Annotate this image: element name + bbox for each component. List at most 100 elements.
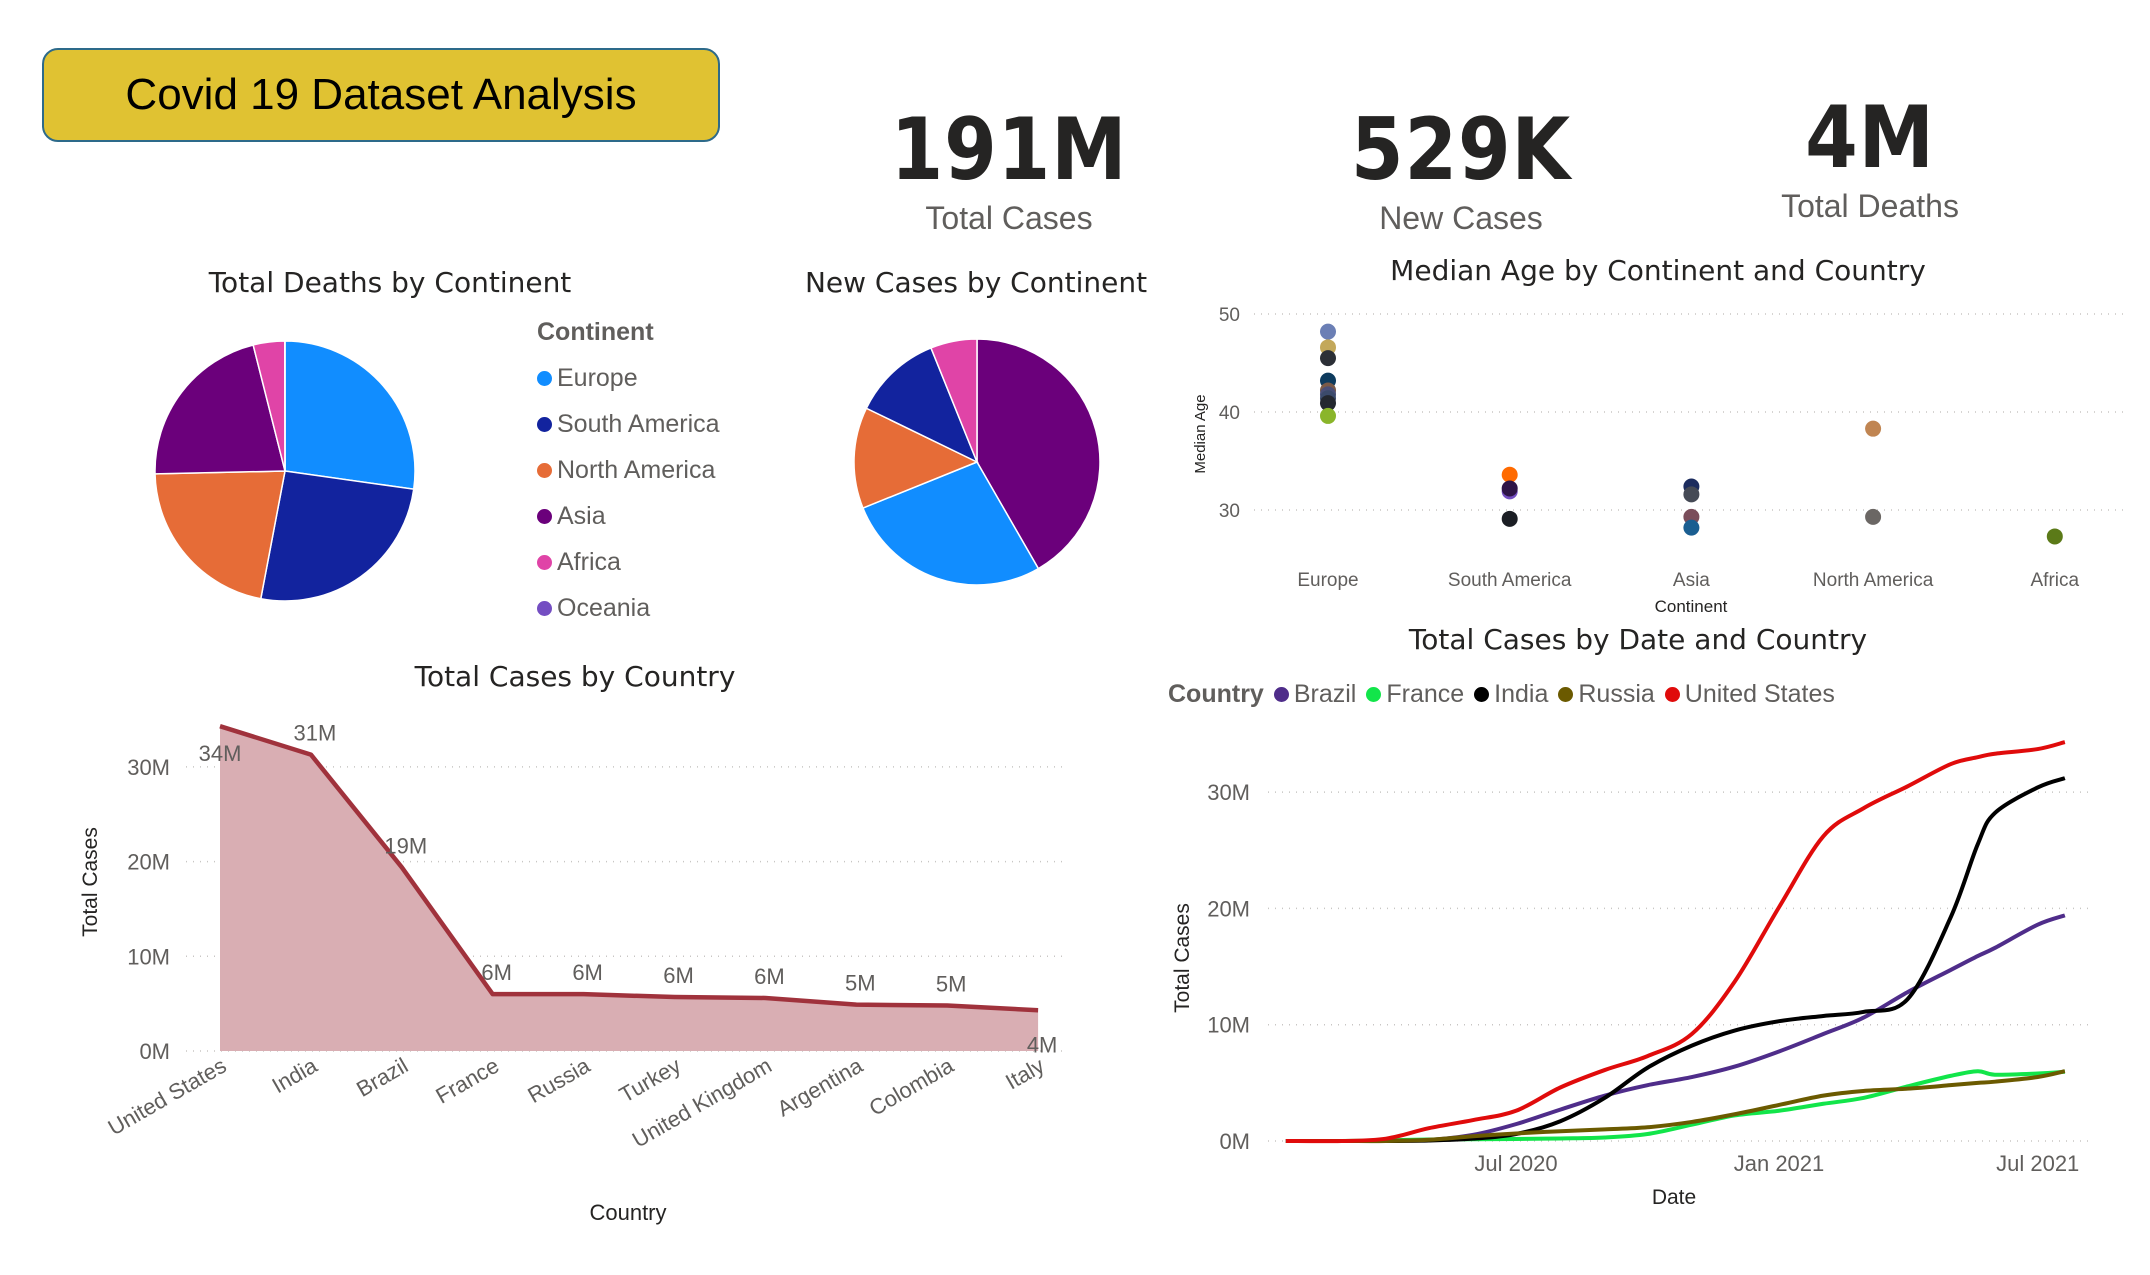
kpi-label: Total Cases (925, 200, 1093, 236)
y-tick-label: 10M (127, 944, 170, 969)
legend-dot-icon (1664, 687, 1680, 702)
kpi-value: 191M (890, 100, 1128, 200)
data-label: 31M (294, 721, 337, 746)
scatter-point (2046, 528, 2063, 545)
pie-slice-north-america (853, 407, 979, 509)
legend-item-oceania[interactable]: Oceania (537, 585, 720, 631)
y-tick-label: 50 (1219, 305, 1240, 326)
country-legend: Country Brazil France India Russia United St… (1168, 680, 1835, 709)
data-label: 19M (384, 833, 427, 858)
y-tick-label: 10M (1207, 1013, 1250, 1038)
data-label: 5M (845, 971, 876, 996)
x-tick-label: India (268, 1052, 322, 1098)
x-axis-title: Date (1652, 1186, 1696, 1209)
cases-by-date-line: 0M 10M 20M 30M Jul 2020 Jan 2021 Jul 2021 Date T… (1171, 740, 2088, 1209)
legend-dot-icon (1558, 687, 1574, 702)
scatter-point (1501, 480, 1518, 497)
scatter-point (1865, 508, 1882, 525)
pie-slice-north-america (154, 470, 286, 600)
series-line-united-states (1285, 740, 2066, 1144)
y-axis-title: Total Cases (1171, 903, 1194, 1013)
newcases-pie-title: New Cases by Continent (804, 266, 1148, 299)
legend-item-united-states[interactable]: United States (1664, 680, 1835, 709)
x-tick-label: Italy (1001, 1053, 1048, 1095)
legend-item-north-america[interactable]: North America (537, 447, 720, 493)
pie-slice-asia (154, 344, 286, 475)
data-label: 34M (199, 741, 242, 766)
y-tick-label: 0M (1219, 1129, 1250, 1154)
x-tick-label: Turkey (615, 1053, 685, 1108)
deaths-pie (154, 340, 416, 602)
series-line-brazil (1285, 913, 2066, 1144)
x-axis-title: Continent (1655, 597, 1728, 616)
x-tick-label: Africa (2031, 570, 2080, 591)
x-tick-label: Russia (523, 1052, 594, 1108)
legend-dot-icon (537, 370, 552, 386)
legend-label: Europe (557, 363, 638, 392)
y-tick-label: 30 (1219, 501, 1240, 522)
legend-dot-icon (537, 554, 552, 570)
legend-item-india[interactable]: India (1474, 680, 1548, 709)
legend-dot-icon (1474, 687, 1490, 702)
x-tick-label: France (431, 1053, 503, 1109)
x-tick-label: Argentina (773, 1052, 868, 1121)
data-label: 5M (936, 972, 967, 997)
median-age-title: Median Age by Continent and Country (1390, 254, 1926, 287)
kpi-value: 4M (1805, 88, 1935, 188)
y-tick-label: 20M (1207, 896, 1250, 921)
legend-dot-icon (1366, 687, 1382, 702)
cases-by-country-title: Total Cases by Country (414, 660, 736, 693)
legend-item-russia[interactable]: Russia (1558, 680, 1655, 709)
scatter-point (1320, 395, 1336, 412)
median-age-scatter: 30 40 50 Europe South America Asia North Ameri… (1192, 305, 2129, 616)
scatter-point (1865, 420, 1882, 437)
data-label: 6M (754, 964, 785, 989)
kpi-total-deaths: 4M Total Deaths (1670, 88, 2070, 225)
pie-slice-south-america (259, 470, 415, 602)
data-label: 6M (572, 960, 603, 985)
legend-dot-icon (537, 416, 552, 432)
legend-label: United States (1684, 680, 1835, 708)
legend-label: France (1386, 680, 1465, 708)
scatter-point (1683, 519, 1700, 536)
kpi-total-cases: 191M Total Cases (809, 100, 1209, 237)
legend-item-south-america[interactable]: South America (537, 401, 720, 447)
area-line (219, 724, 1039, 1013)
legend-label: Africa (557, 547, 621, 576)
y-tick-label: 0M (139, 1039, 170, 1064)
scatter-point (1320, 407, 1336, 424)
kpi-new-cases: 529K New Cases (1261, 100, 1661, 237)
legend-dot-icon (537, 508, 552, 524)
legend-label: Brazil (1293, 680, 1357, 708)
x-tick-label: Colombia (865, 1052, 959, 1120)
data-label: 6M (663, 963, 694, 988)
legend-label: Oceania (557, 593, 651, 622)
y-axis-title: Total Cases (79, 827, 102, 937)
kpi-label: Total Deaths (1781, 188, 1959, 224)
legend-item-asia[interactable]: Asia (537, 493, 720, 539)
scatter-point (1501, 466, 1518, 483)
data-label: 6M (481, 960, 512, 985)
series-line-russia (1285, 1069, 2066, 1144)
cases-by-date-title: Total Cases by Date and Country (1408, 623, 1868, 656)
pie-slice-europe (284, 340, 416, 491)
legend-item-france[interactable]: France (1366, 680, 1464, 709)
x-tick-label: United States (104, 1053, 231, 1141)
x-tick-label: Jul 2020 (1474, 1151, 1557, 1176)
pie-slice-africa (930, 338, 978, 463)
legend-label: North America (557, 455, 716, 484)
x-tick-label: Brazil (352, 1053, 412, 1102)
legend-title: Country (1168, 680, 1264, 708)
scatter-point (1501, 510, 1518, 527)
y-tick-label: 40 (1219, 403, 1240, 424)
dashboard-title: Covid 19 Dataset Analysis (42, 48, 720, 142)
x-tick-label: North America (1813, 570, 1934, 591)
legend-item-africa[interactable]: Africa (537, 539, 720, 585)
scatter-point (1320, 323, 1336, 340)
cases-by-country-area: 0M 10M 20M 30M 34M United States 31M India 19M Br… (79, 721, 1068, 1225)
legend-label: Asia (557, 501, 606, 530)
legend-item-brazil[interactable]: Brazil (1273, 680, 1357, 709)
legend-item-europe[interactable]: Europe (537, 355, 720, 401)
legend-title: Continent (537, 318, 654, 346)
